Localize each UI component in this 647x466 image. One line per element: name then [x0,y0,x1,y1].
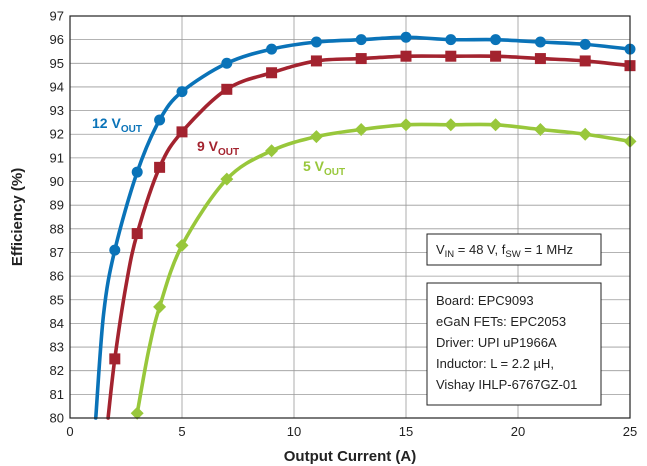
x-tick-labels: 0 5 10 15 20 25 [66,424,637,439]
board-info-line: Board: EPC9093 [436,293,534,308]
conditions-text: VIN = 48 V, fSW = 1 MHz [436,242,573,260]
y-tick-label: 89 [50,198,64,213]
data-point-5v-out [489,118,503,132]
data-point-9v-out [154,161,166,173]
data-point-12v-out [579,38,591,50]
data-point-5v-out [354,123,368,137]
x-tick-label: 20 [511,424,525,439]
data-point-9v-out [579,55,591,67]
y-tick-label: 85 [50,292,64,307]
series-line-9v-out [106,54,632,420]
data-point-5v-out [444,118,458,132]
plot-frame [69,15,631,419]
y-tick-label: 94 [50,79,64,94]
data-point-9v-out [109,353,121,365]
y-tick-label: 90 [50,174,64,189]
data-point-9v-out [310,55,322,67]
y-tick-label: 86 [50,269,64,284]
y-tick-label: 96 [50,32,64,47]
series-label-5v-out: 5 VOUT [303,158,345,178]
board-info-box: Board: EPC9093 eGaN FETs: EPC2053 Driver: … [426,282,602,406]
data-point-12v-out [445,34,457,46]
y-tick-label: 87 [50,245,64,260]
board-info-line: Driver: UPI uP1966A [436,335,557,350]
data-point-5v-out [130,406,144,420]
data-point-12v-out [534,36,546,48]
data-point-9v-out [445,50,457,62]
data-point-12v-out [131,166,143,178]
data-point-5v-out [578,127,592,141]
data-point-12v-out [400,31,412,43]
x-tick-label: 5 [178,424,185,439]
y-tick-label: 95 [50,56,64,71]
y-tick-label: 97 [50,9,64,24]
x-tick-label: 10 [287,424,301,439]
series-label-9v-out: 9 VOUT [197,138,239,158]
data-point-9v-out [176,126,188,138]
data-point-5v-out [265,144,279,158]
y-tick-label: 93 [50,103,64,118]
x-tick-label: 25 [623,424,637,439]
data-point-12v-out [490,34,502,46]
x-tick-label: 0 [66,424,73,439]
y-tick-label: 84 [50,316,64,331]
y-tick-labels: 80 81 82 83 84 85 86 87 88 89 90 91 92 93 94 95 96 97 [50,9,64,426]
y-tick-label: 92 [50,127,64,142]
series-label-12v-out: 12 VOUT [92,115,142,135]
y-tick-label: 88 [50,221,64,236]
data-point-9v-out [490,50,502,62]
data-point-5v-out [220,172,234,186]
board-info-line: Vishay IHLP-6767GZ-01 [436,377,577,392]
series-labels: 12 VOUT 9 VOUT 5 VOUT [92,115,345,178]
conditions-box-frame [426,233,602,266]
data-point-12v-out [310,36,322,48]
data-point-12v-out [154,114,166,126]
data-point-12v-out [266,43,278,55]
data-point-9v-out [534,53,546,65]
data-point-12v-out [109,244,121,256]
data-point-5v-out [399,118,413,132]
y-tick-label: 91 [50,150,64,165]
board-info-line: Inductor: L = 2.2 µH, [436,356,554,371]
y-axis-title: Efficiency (%) [9,168,26,266]
data-point-12v-out [221,57,233,69]
data-point-5v-out [153,300,167,314]
board-info-line: eGaN FETs: EPC2053 [436,314,566,329]
data-point-5v-out [175,238,189,252]
data-point-5v-out [309,130,323,144]
data-point-9v-out [355,53,367,65]
y-tick-label: 82 [50,363,64,378]
x-axis-title: Output Current (A) [284,448,416,465]
series-line-12v-out [93,35,632,420]
y-tick-label: 80 [50,411,64,426]
y-tick-label: 83 [50,340,64,355]
data-point-9v-out [131,228,143,240]
data-point-12v-out [176,86,188,98]
data-point-9v-out [266,67,278,79]
board-info-box-frame [426,282,602,406]
y-tick-label: 81 [50,387,64,402]
data-point-12v-out [355,34,367,46]
data-point-9v-out [400,50,412,62]
data-point-5v-out [533,123,547,137]
conditions-box: VIN = 48 V, fSW = 1 MHz [426,233,602,266]
data-point-9v-out [221,83,233,95]
x-tick-label: 15 [399,424,413,439]
